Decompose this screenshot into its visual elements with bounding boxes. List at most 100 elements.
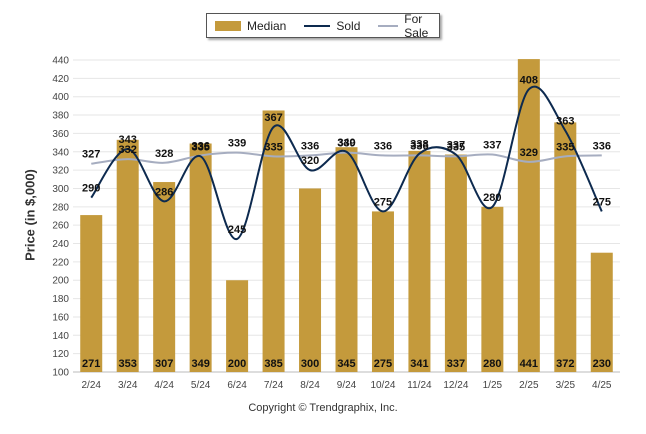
median-value-label: 345 <box>337 358 355 370</box>
median-bar <box>262 110 285 373</box>
for-sale-value-label: 336 <box>301 140 319 152</box>
median-value-label: 200 <box>228 358 246 370</box>
x-tick-label: 11/24 <box>407 380 432 391</box>
legend-for-sale: For Sale <box>378 12 439 40</box>
legend-sold-swatch <box>304 24 331 27</box>
y-tick-label: 120 <box>52 349 69 360</box>
median-bar <box>481 206 504 372</box>
legend-sold: Sold <box>304 19 360 33</box>
y-axis-ticks: 100 120 140 160 180 200 220 240 260 280 300 320 340 3… <box>52 56 69 379</box>
median-bar <box>335 147 358 372</box>
y-tick-label: 300 <box>52 184 69 195</box>
legend-for-sale-label: For Sale <box>404 11 429 40</box>
median-bar <box>226 280 249 372</box>
legend-median-label: Median <box>247 18 287 33</box>
for-sale-value-label: 339 <box>228 138 246 150</box>
median-value-label: 372 <box>556 358 574 370</box>
median-bar <box>517 59 540 373</box>
legend-median-swatch <box>215 20 241 31</box>
y-tick-label: 140 <box>52 331 69 342</box>
median-value-label: 353 <box>119 358 137 370</box>
for-sale-value-label: 329 <box>520 147 538 159</box>
for-sale-value-label: 336 <box>593 140 611 152</box>
median-value-label: 385 <box>264 358 282 370</box>
median-bar <box>590 252 613 372</box>
legend-for-sale-swatch <box>378 24 399 27</box>
y-tick-label: 160 <box>52 312 69 323</box>
x-tick-label: 2/24 <box>81 380 101 391</box>
y-tick-label: 100 <box>52 368 69 379</box>
sold-value-label: 280 <box>483 192 501 204</box>
median-bar <box>189 143 212 372</box>
for-sale-value-label: 335 <box>556 141 574 153</box>
sold-value-label: 275 <box>374 196 392 208</box>
x-tick-label: 7/24 <box>264 380 284 391</box>
for-sale-value-label: 336 <box>410 140 428 152</box>
y-tick-label: 380 <box>52 111 69 122</box>
median-value-label: 300 <box>301 358 319 370</box>
median-value-label: 271 <box>82 358 100 370</box>
sold-value-label: 245 <box>228 224 246 236</box>
median-bar <box>444 154 467 372</box>
for-sale-value-label: 336 <box>374 140 392 152</box>
y-tick-label: 420 <box>52 74 69 85</box>
sold-series <box>90 85 603 240</box>
x-tick-label: 8/24 <box>300 380 320 391</box>
for-sale-value-label: 335 <box>264 141 282 153</box>
median-value-label: 307 <box>155 358 173 370</box>
y-tick-label: 220 <box>52 257 69 268</box>
y-tick-label: 440 <box>52 56 69 67</box>
x-axis-ticks: 2/24 3/24 4/24 5/24 6/24 7/24 8/24 9/24 10/24 11/… <box>81 380 611 391</box>
sold-value-label: 320 <box>301 155 319 167</box>
median-value-label: 230 <box>593 358 611 370</box>
median-value-label: 441 <box>520 358 538 370</box>
sold-value-label: 335 <box>191 141 209 153</box>
sold-value-label: 286 <box>155 186 173 198</box>
y-tick-label: 240 <box>52 239 69 250</box>
x-tick-label: 5/24 <box>191 380 211 391</box>
x-tick-label: 9/24 <box>337 380 357 391</box>
y-tick-label: 360 <box>52 129 69 140</box>
sold-value-label: 408 <box>520 74 538 86</box>
median-value-label: 337 <box>447 358 465 370</box>
for-sale-value-label: 328 <box>155 148 173 160</box>
y-tick-label: 180 <box>52 294 69 305</box>
for-sale-value-label: 327 <box>82 149 100 161</box>
median-value-label: 280 <box>483 358 501 370</box>
y-tick-label: 280 <box>52 202 69 213</box>
for-sale-value-label: 336 <box>191 140 209 152</box>
legend: Median Sold For Sale <box>206 12 440 40</box>
median-bar <box>153 182 176 372</box>
x-tick-label: 6/24 <box>227 380 247 391</box>
y-tick-label: 260 <box>52 221 69 232</box>
median-bar <box>554 122 577 373</box>
legend-median: Median <box>215 19 286 33</box>
median-bar <box>408 150 431 372</box>
legend-sold-label: Sold <box>336 18 361 33</box>
sold-value-label: 363 <box>556 116 574 128</box>
median-bars <box>80 59 613 373</box>
sold-value-label: 367 <box>264 112 282 124</box>
for-sale-value-label: 339 <box>337 138 355 150</box>
x-tick-label: 10/24 <box>370 380 395 391</box>
x-tick-label: 1/25 <box>483 380 503 391</box>
sold-value-label: 338 <box>410 139 428 151</box>
median-bar <box>299 188 322 372</box>
sold-value-label: 340 <box>337 137 355 149</box>
sold-line <box>90 85 603 240</box>
y-tick-label: 320 <box>52 166 69 177</box>
median-bar <box>80 215 103 372</box>
sold-value-label: 275 <box>593 196 611 208</box>
median-value-label: 349 <box>191 358 209 370</box>
for-sale-value-label: 337 <box>483 140 501 152</box>
x-tick-label: 12/24 <box>443 380 468 391</box>
data-labels: 271 353 307 349 200 385 300 345 275 341 337 280 441 3… <box>82 74 611 370</box>
y-axis-label: Price (in $,000) <box>22 169 38 261</box>
for-sale-value-label: 332 <box>119 144 137 156</box>
sold-value-label: 337 <box>447 140 465 152</box>
copyright-text: Copyright © Trendgraphix, Inc. <box>248 402 398 414</box>
y-tick-label: 200 <box>52 276 69 287</box>
sold-value-label: 290 <box>82 183 100 195</box>
x-tick-label: 2/25 <box>519 380 539 391</box>
